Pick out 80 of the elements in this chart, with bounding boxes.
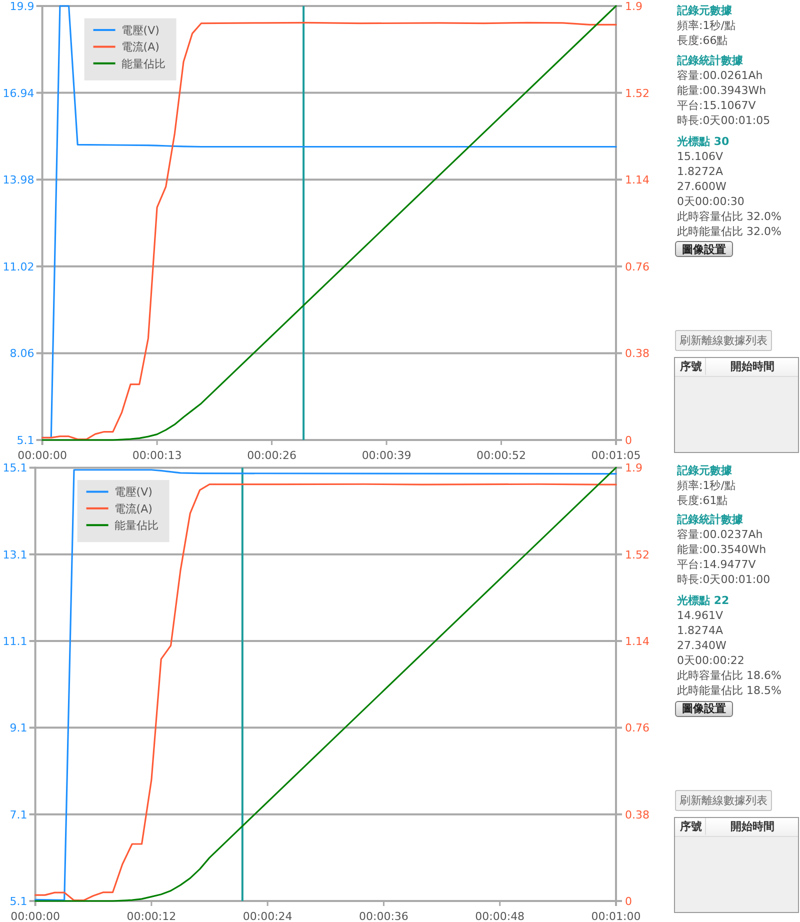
text: 光標點 22 bbox=[677, 593, 730, 608]
text: 1.8274A bbox=[677, 623, 724, 638]
y-tick-label: 7.1 bbox=[10, 808, 28, 822]
text: 1.8272A bbox=[677, 164, 724, 178]
text: 0天00:00:30 bbox=[677, 194, 746, 208]
y-tick-label: 13.98 bbox=[2, 174, 34, 187]
x-tick-label: 00:00:39 bbox=[362, 449, 412, 462]
legend-label: 電流(A) bbox=[121, 40, 160, 54]
text: 時長:0天00:01:05 bbox=[677, 112, 772, 128]
text: 15.106V bbox=[677, 148, 724, 164]
text: 記錄統計數據 bbox=[677, 512, 744, 527]
y2-tick-label: 0 bbox=[625, 434, 632, 447]
y2-tick-label: 1.9 bbox=[625, 0, 642, 13]
x-tick-label: 00:01:05 bbox=[591, 449, 641, 462]
y-tick-label: 15.1 bbox=[2, 462, 28, 475]
table-header-cell-text: 序號 bbox=[680, 359, 703, 375]
text: 記錄統計數據 bbox=[677, 52, 744, 68]
y2-tick-label: 1.14 bbox=[625, 635, 650, 648]
button: 圖像設置 bbox=[675, 700, 733, 716]
text: 此時容量佔比 18.6% bbox=[677, 668, 782, 683]
x-tick-label: 00:00:26 bbox=[247, 449, 296, 462]
text: 長度:61點 bbox=[677, 492, 729, 508]
x-tick-label: 00:00:48 bbox=[475, 910, 525, 922]
x-tick-label: 00:00:52 bbox=[476, 449, 526, 462]
x-tick-label: 00:00:13 bbox=[132, 449, 182, 462]
x-tick-label: 00:00:12 bbox=[126, 910, 176, 922]
y-tick-label: 5.1 bbox=[10, 895, 28, 908]
button: 刷新離線數據列表 bbox=[675, 790, 772, 810]
y2-tick-label: 1.14 bbox=[625, 174, 650, 187]
text: 光標點 30 bbox=[677, 134, 730, 148]
text: 27.340W bbox=[677, 638, 728, 653]
button: 刷新離線數據列表 bbox=[675, 330, 772, 351]
y-tick-label: 9.1 bbox=[10, 722, 28, 735]
text: 記錄元數據 bbox=[677, 3, 733, 18]
text: 記錄元數據 bbox=[677, 462, 733, 478]
text: 此時能量佔比 32.0% bbox=[677, 224, 782, 238]
y-tick-label: 11.1 bbox=[2, 635, 28, 648]
y2-tick-label: 1.52 bbox=[625, 86, 650, 100]
x-tick-label: 00:01:00 bbox=[591, 910, 641, 922]
y2-tick-label: 1.9 bbox=[625, 462, 642, 475]
y2-tick-label: 0 bbox=[625, 895, 632, 908]
y-tick-label: 11.02 bbox=[2, 260, 34, 274]
table-header-cell: 開始時間 bbox=[705, 358, 799, 375]
y2-tick-label: 1.52 bbox=[625, 548, 650, 562]
text: 平台:14.9477V bbox=[677, 557, 757, 572]
legend-label: 能量佔比 bbox=[114, 519, 158, 532]
text: 14.961V bbox=[677, 608, 724, 623]
text: 能量:00.3943Wh bbox=[677, 82, 768, 98]
table-header-cell-text: 序號 bbox=[680, 818, 703, 834]
y-tick-label: 16.94 bbox=[2, 86, 34, 100]
y-tick-label: 8.06 bbox=[10, 347, 34, 360]
y-tick-label: 13.1 bbox=[2, 548, 28, 562]
x-tick-label: 00:00:00 bbox=[18, 449, 68, 462]
text: 此時能量佔比 18.5% bbox=[677, 683, 782, 698]
text: 0天00:00:22 bbox=[677, 653, 746, 668]
text: 長度:66點 bbox=[677, 33, 729, 48]
legend-label: 電壓(V) bbox=[114, 486, 152, 499]
text: 27.600W bbox=[677, 178, 728, 194]
text: 平台:15.1067V bbox=[677, 98, 757, 112]
x-tick-label: 00:00:00 bbox=[10, 910, 60, 922]
text: 容量:00.0237Ah bbox=[677, 527, 764, 542]
y2-tick-label: 0.38 bbox=[625, 347, 650, 360]
text: 頻率:1秒/點 bbox=[677, 18, 736, 34]
legend-label: 電壓(V) bbox=[121, 24, 160, 37]
y2-tick-label: 0.76 bbox=[625, 260, 650, 274]
y2-tick-label: 0.38 bbox=[625, 808, 650, 822]
text: 頻率:1秒/點 bbox=[677, 478, 736, 493]
y2-tick-label: 0.76 bbox=[625, 722, 650, 735]
text: 容量:00.0261Ah bbox=[677, 68, 764, 82]
x-tick-label: 00:00:24 bbox=[242, 910, 292, 922]
legend-label: 能量佔比 bbox=[121, 57, 166, 70]
button: 圖像設置 bbox=[675, 241, 733, 257]
y-tick-label: 19.9 bbox=[10, 0, 34, 13]
table-header-cell: 開始時間 bbox=[705, 818, 799, 834]
legend-label: 電流(A) bbox=[114, 502, 152, 516]
x-tick-label: 00:00:36 bbox=[359, 910, 408, 922]
text: 能量:00.3540Wh bbox=[677, 542, 768, 557]
text: 時長:0天00:01:00 bbox=[677, 572, 772, 587]
text: 此時容量佔比 32.0% bbox=[677, 208, 782, 224]
y-tick-label: 5.1 bbox=[16, 434, 34, 447]
